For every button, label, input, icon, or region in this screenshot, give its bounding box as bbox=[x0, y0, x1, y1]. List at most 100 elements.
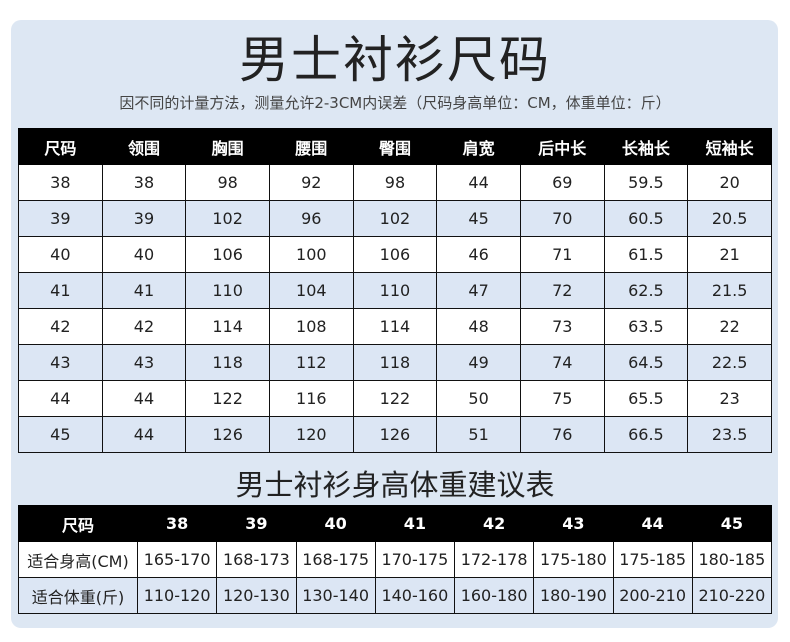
fit-row: 适合身高(CM) 165-170 168-173 168-175 170-175 172-… bbox=[18, 541, 773, 578]
table-cell: 110 bbox=[185, 272, 270, 309]
table-cell: 42 bbox=[18, 308, 103, 345]
column-header: 臀围 bbox=[352, 128, 438, 165]
page-title: 男士衬衫尺码 bbox=[239, 31, 551, 89]
table-cell: 180-185 bbox=[691, 541, 773, 578]
table-cell: 61.5 bbox=[603, 236, 689, 273]
table-cell: 74 bbox=[519, 344, 605, 381]
table-cell: 21 bbox=[687, 236, 772, 273]
table-cell: 106 bbox=[185, 236, 270, 273]
column-header: 44 bbox=[612, 505, 693, 542]
table-cell: 20.5 bbox=[687, 200, 772, 237]
page-subtitle: 因不同的计量方法，测量允许2-3CM内误差（尺码身高单位：CM，体重单位：斤） bbox=[119, 94, 671, 112]
table-cell: 38 bbox=[101, 164, 187, 201]
table-cell: 172-178 bbox=[453, 541, 535, 578]
size-table: 尺码 领围 胸围 腰围 臀围 肩宽 后中长 长袖长 短袖长 38 38 98 92 98 44 69 59.5 2… bbox=[18, 128, 772, 453]
table-cell: 98 bbox=[185, 164, 270, 201]
table-cell: 114 bbox=[352, 308, 438, 345]
table-cell: 65.5 bbox=[603, 380, 689, 417]
size-row: 41 41 110 104 110 47 72 62.5 21.5 bbox=[18, 272, 772, 309]
table-cell: 106 bbox=[352, 236, 438, 273]
table-cell: 175-180 bbox=[533, 541, 614, 578]
column-header: 45 bbox=[691, 505, 773, 542]
table-cell: 102 bbox=[352, 200, 438, 237]
table-cell: 47 bbox=[436, 272, 521, 309]
column-header: 42 bbox=[453, 505, 535, 542]
table-cell: 64.5 bbox=[603, 344, 689, 381]
column-header: 肩宽 bbox=[436, 128, 521, 165]
table-cell: 23 bbox=[687, 380, 772, 417]
table-cell: 适合身高(CM) bbox=[18, 541, 138, 578]
table-cell: 140-160 bbox=[374, 577, 456, 614]
column-header: 38 bbox=[136, 505, 218, 542]
table-cell: 39 bbox=[18, 200, 103, 237]
table-cell: 200-210 bbox=[612, 577, 693, 614]
column-header: 39 bbox=[216, 505, 297, 542]
table-cell: 48 bbox=[436, 308, 521, 345]
table-cell: 165-170 bbox=[136, 541, 218, 578]
table-cell: 116 bbox=[268, 380, 354, 417]
table-cell: 40 bbox=[101, 236, 187, 273]
table-cell: 38 bbox=[18, 164, 103, 201]
fit-row: 适合体重(斤) 110-120 120-130 130-140 140-160 160-1… bbox=[18, 577, 773, 614]
table-cell: 22.5 bbox=[687, 344, 772, 381]
table-cell: 59.5 bbox=[603, 164, 689, 201]
table-cell: 44 bbox=[18, 380, 103, 417]
table-cell: 118 bbox=[185, 344, 270, 381]
table-cell: 44 bbox=[436, 164, 521, 201]
table-cell: 21.5 bbox=[687, 272, 772, 309]
table-cell: 51 bbox=[436, 416, 521, 453]
table-cell: 62.5 bbox=[603, 272, 689, 309]
table-cell: 63.5 bbox=[603, 308, 689, 345]
fit-table-title: 男士衬衫身高体重建议表 bbox=[235, 468, 555, 502]
table-cell: 100 bbox=[268, 236, 354, 273]
table-cell: 41 bbox=[18, 272, 103, 309]
table-cell: 40 bbox=[18, 236, 103, 273]
table-cell: 39 bbox=[101, 200, 187, 237]
table-cell: 43 bbox=[18, 344, 103, 381]
column-header: 胸围 bbox=[185, 128, 270, 165]
table-cell: 118 bbox=[352, 344, 438, 381]
table-cell: 44 bbox=[101, 380, 187, 417]
size-row: 42 42 114 108 114 48 73 63.5 22 bbox=[18, 308, 772, 345]
table-cell: 60.5 bbox=[603, 200, 689, 237]
table-cell: 102 bbox=[185, 200, 270, 237]
table-cell: 210-220 bbox=[691, 577, 773, 614]
size-row: 43 43 118 112 118 49 74 64.5 22.5 bbox=[18, 344, 772, 381]
table-cell: 126 bbox=[185, 416, 270, 453]
table-cell: 45 bbox=[436, 200, 521, 237]
size-row: 45 44 126 120 126 51 76 66.5 23.5 bbox=[18, 416, 772, 453]
table-cell: 104 bbox=[268, 272, 354, 309]
table-cell: 46 bbox=[436, 236, 521, 273]
column-header: 领围 bbox=[101, 128, 187, 165]
column-header: 尺码 bbox=[18, 128, 103, 165]
table-cell: 180-190 bbox=[533, 577, 614, 614]
table-header-row: 尺码 38 39 40 41 42 43 44 45 bbox=[18, 505, 773, 542]
table-cell: 168-175 bbox=[295, 541, 376, 578]
table-cell: 120-130 bbox=[216, 577, 297, 614]
size-row: 44 44 122 116 122 50 75 65.5 23 bbox=[18, 380, 772, 417]
fit-table: 尺码 38 39 40 41 42 43 44 45 适合身高(CM) 165-170 168-173… bbox=[18, 505, 773, 614]
table-cell: 50 bbox=[436, 380, 521, 417]
table-cell: 42 bbox=[101, 308, 187, 345]
table-cell: 41 bbox=[101, 272, 187, 309]
table-cell: 20 bbox=[687, 164, 772, 201]
table-cell: 49 bbox=[436, 344, 521, 381]
table-cell: 98 bbox=[352, 164, 438, 201]
column-header: 后中长 bbox=[519, 128, 605, 165]
size-row: 38 38 98 92 98 44 69 59.5 20 bbox=[18, 164, 772, 201]
table-cell: 75 bbox=[519, 380, 605, 417]
table-cell: 96 bbox=[268, 200, 354, 237]
table-cell: 114 bbox=[185, 308, 270, 345]
table-cell: 22 bbox=[687, 308, 772, 345]
column-header: 尺码 bbox=[18, 505, 138, 542]
column-header: 40 bbox=[295, 505, 376, 542]
size-row: 40 40 106 100 106 46 71 61.5 21 bbox=[18, 236, 772, 273]
table-cell: 73 bbox=[519, 308, 605, 345]
table-cell: 72 bbox=[519, 272, 605, 309]
table-cell: 168-173 bbox=[216, 541, 297, 578]
table-cell: 69 bbox=[519, 164, 605, 201]
table-cell: 126 bbox=[352, 416, 438, 453]
table-cell: 110 bbox=[352, 272, 438, 309]
table-cell: 45 bbox=[18, 416, 103, 453]
column-header: 腰围 bbox=[268, 128, 354, 165]
